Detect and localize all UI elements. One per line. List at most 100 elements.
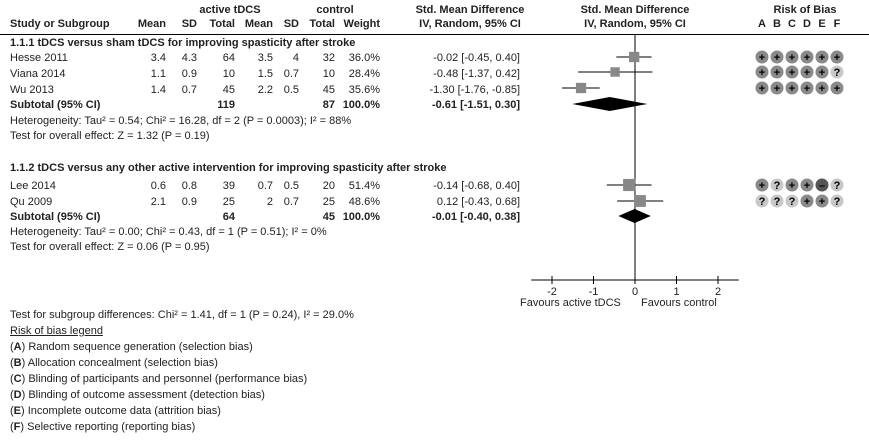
rob-low-icon [755, 81, 769, 95]
rob-legend-letter: B [13, 357, 22, 369]
rob-symbol: + [774, 83, 780, 95]
rob-col-d: D [803, 18, 811, 30]
rob-symbol: + [804, 67, 810, 79]
rob-symbol: + [804, 52, 810, 64]
subtotal-diamond [618, 209, 651, 223]
study-n2: 32 [322, 52, 335, 64]
rob-low-icon [785, 178, 799, 192]
study-square [575, 82, 587, 94]
rob-symbol: + [789, 180, 795, 192]
rob-low-icon [800, 81, 814, 95]
study-weight: 36.0% [348, 52, 380, 64]
rob-legend-letter: D [13, 389, 22, 401]
study-n1: 45 [222, 84, 235, 96]
subtotal-ci-text: -0.61 [-1.51, 0.30] [431, 99, 520, 111]
rob-low-icon [815, 194, 829, 208]
rob-low-icon [800, 50, 814, 64]
rob-unclear-icon [830, 65, 844, 79]
rob-legend-text: ) Incomplete outcome data (attrition bia… [21, 405, 221, 417]
rob-high-icon [815, 178, 829, 192]
study-sd2: 0.7 [283, 68, 299, 80]
rob-legend-text: ) Blinding of outcome assessment (detect… [21, 389, 265, 401]
study-name: Viana 2014 [10, 68, 66, 80]
rob-legend-letter: C [13, 373, 22, 385]
rob-legend-item: (D) Blinding of outcome assessment (dete… [10, 389, 265, 401]
rob-low-icon [815, 50, 829, 64]
rob-symbol: + [789, 52, 795, 64]
rob-symbol: + [804, 83, 810, 95]
col-mean1: Mean [137, 18, 166, 30]
rob-unclear-icon [830, 194, 844, 208]
study-m1: 0.6 [150, 180, 166, 192]
rob-low-icon [755, 65, 769, 79]
subgroup-1-title: 1.1.1 tDCS versus sham tDCS for improvin… [10, 37, 356, 49]
rob-symbol: + [819, 83, 825, 95]
study-ci-text: -1.30 [-1.76, -0.85] [429, 84, 521, 96]
rob-symbol: + [819, 196, 825, 208]
rob-symbol: + [789, 67, 795, 79]
header-divider [0, 34, 869, 35]
rob-legend-item: (F) Selective reporting (reporting bias) [10, 421, 196, 433]
rob-low-icon [755, 50, 769, 64]
rob-unclear-icon [830, 178, 844, 192]
rob-legend-text: ) Blinding of participants and personnel… [21, 373, 308, 385]
rob-legend-letter: E [13, 405, 22, 417]
rob-symbol: + [834, 52, 840, 64]
rob-legend-title: Risk of bias legend [10, 325, 103, 337]
study-n1: 25 [222, 196, 235, 208]
rob-legend-item: (A) Random sequence generation (selectio… [10, 341, 253, 353]
x-tick-label: -1 [589, 286, 599, 298]
rob-col-e: E [818, 18, 826, 30]
rob-col-b: B [773, 18, 781, 30]
rob-legend-text: ) Allocation concealment (selection bias… [21, 357, 218, 369]
rob-low-icon [815, 81, 829, 95]
study-square [629, 51, 640, 63]
rob-symbol: + [804, 196, 810, 208]
rob-legend-letter: F [13, 421, 21, 433]
study-name: Hesse 2011 [10, 52, 68, 64]
study-square [623, 178, 636, 192]
study-ci-text: -0.48 [-1.37, 0.42] [433, 68, 520, 80]
x-tick-label: 2 [715, 286, 721, 298]
rob-low-icon [785, 81, 799, 95]
rob-unclear-icon [770, 194, 784, 208]
subtotal-weight: 100.0% [342, 99, 380, 111]
x-tick-label: 1 [673, 286, 679, 298]
rob-legend-item: (E) Incomplete outcome data (attrition b… [10, 405, 221, 417]
rob-symbol: ? [834, 180, 841, 192]
study-weight: 28.4% [348, 68, 380, 80]
study-sd2: 4 [292, 52, 299, 64]
rob-symbol: ? [834, 67, 841, 79]
group1-header: active tDCS [199, 4, 261, 16]
study-weight: 48.6% [348, 196, 380, 208]
col-study: Study or Subgroup [10, 18, 110, 30]
study-ci-text: -0.14 [-0.68, 0.40] [433, 180, 520, 192]
rob-symbol: – [819, 180, 825, 192]
study-square [610, 67, 620, 77]
rob-symbol: + [804, 180, 810, 192]
subgroup-2-overall-effect: Test for overall effect: Z = 0.06 (P = 0… [10, 241, 210, 253]
rob-low-icon [830, 81, 844, 95]
rob-low-icon [800, 178, 814, 192]
study-n2: 20 [322, 180, 335, 192]
study-m2: 2.2 [257, 84, 273, 96]
rob-low-icon [800, 65, 814, 79]
rob-title: Risk of Bias [773, 4, 837, 16]
study-sd1: 0.9 [181, 196, 197, 208]
study-n2: 25 [322, 196, 335, 208]
favours-right-label: Favours control [641, 297, 717, 309]
rob-low-icon [755, 178, 769, 192]
rob-symbol: + [789, 83, 795, 95]
subgroup-2-title: 1.1.2 tDCS versus any other active inter… [10, 162, 447, 174]
subtotal-n1: 119 [217, 99, 235, 111]
effect-title: Std. Mean Difference [415, 4, 525, 16]
rob-legend-letter: A [13, 341, 22, 353]
subgroup-differences-test: Test for subgroup differences: Chi² = 1.… [10, 309, 354, 321]
rob-legend-text: ) Random sequence generation (selection … [21, 341, 253, 353]
study-weight: 35.6% [348, 84, 380, 96]
rob-low-icon [785, 50, 799, 64]
rob-unclear-icon [785, 194, 799, 208]
study-ci-text: 0.12 [-0.43, 0.68] [436, 196, 520, 208]
rob-low-icon [770, 81, 784, 95]
subgroup-1-heterogeneity: Heterogeneity: Tau² = 0.54; Chi² = 16.28… [10, 115, 352, 127]
